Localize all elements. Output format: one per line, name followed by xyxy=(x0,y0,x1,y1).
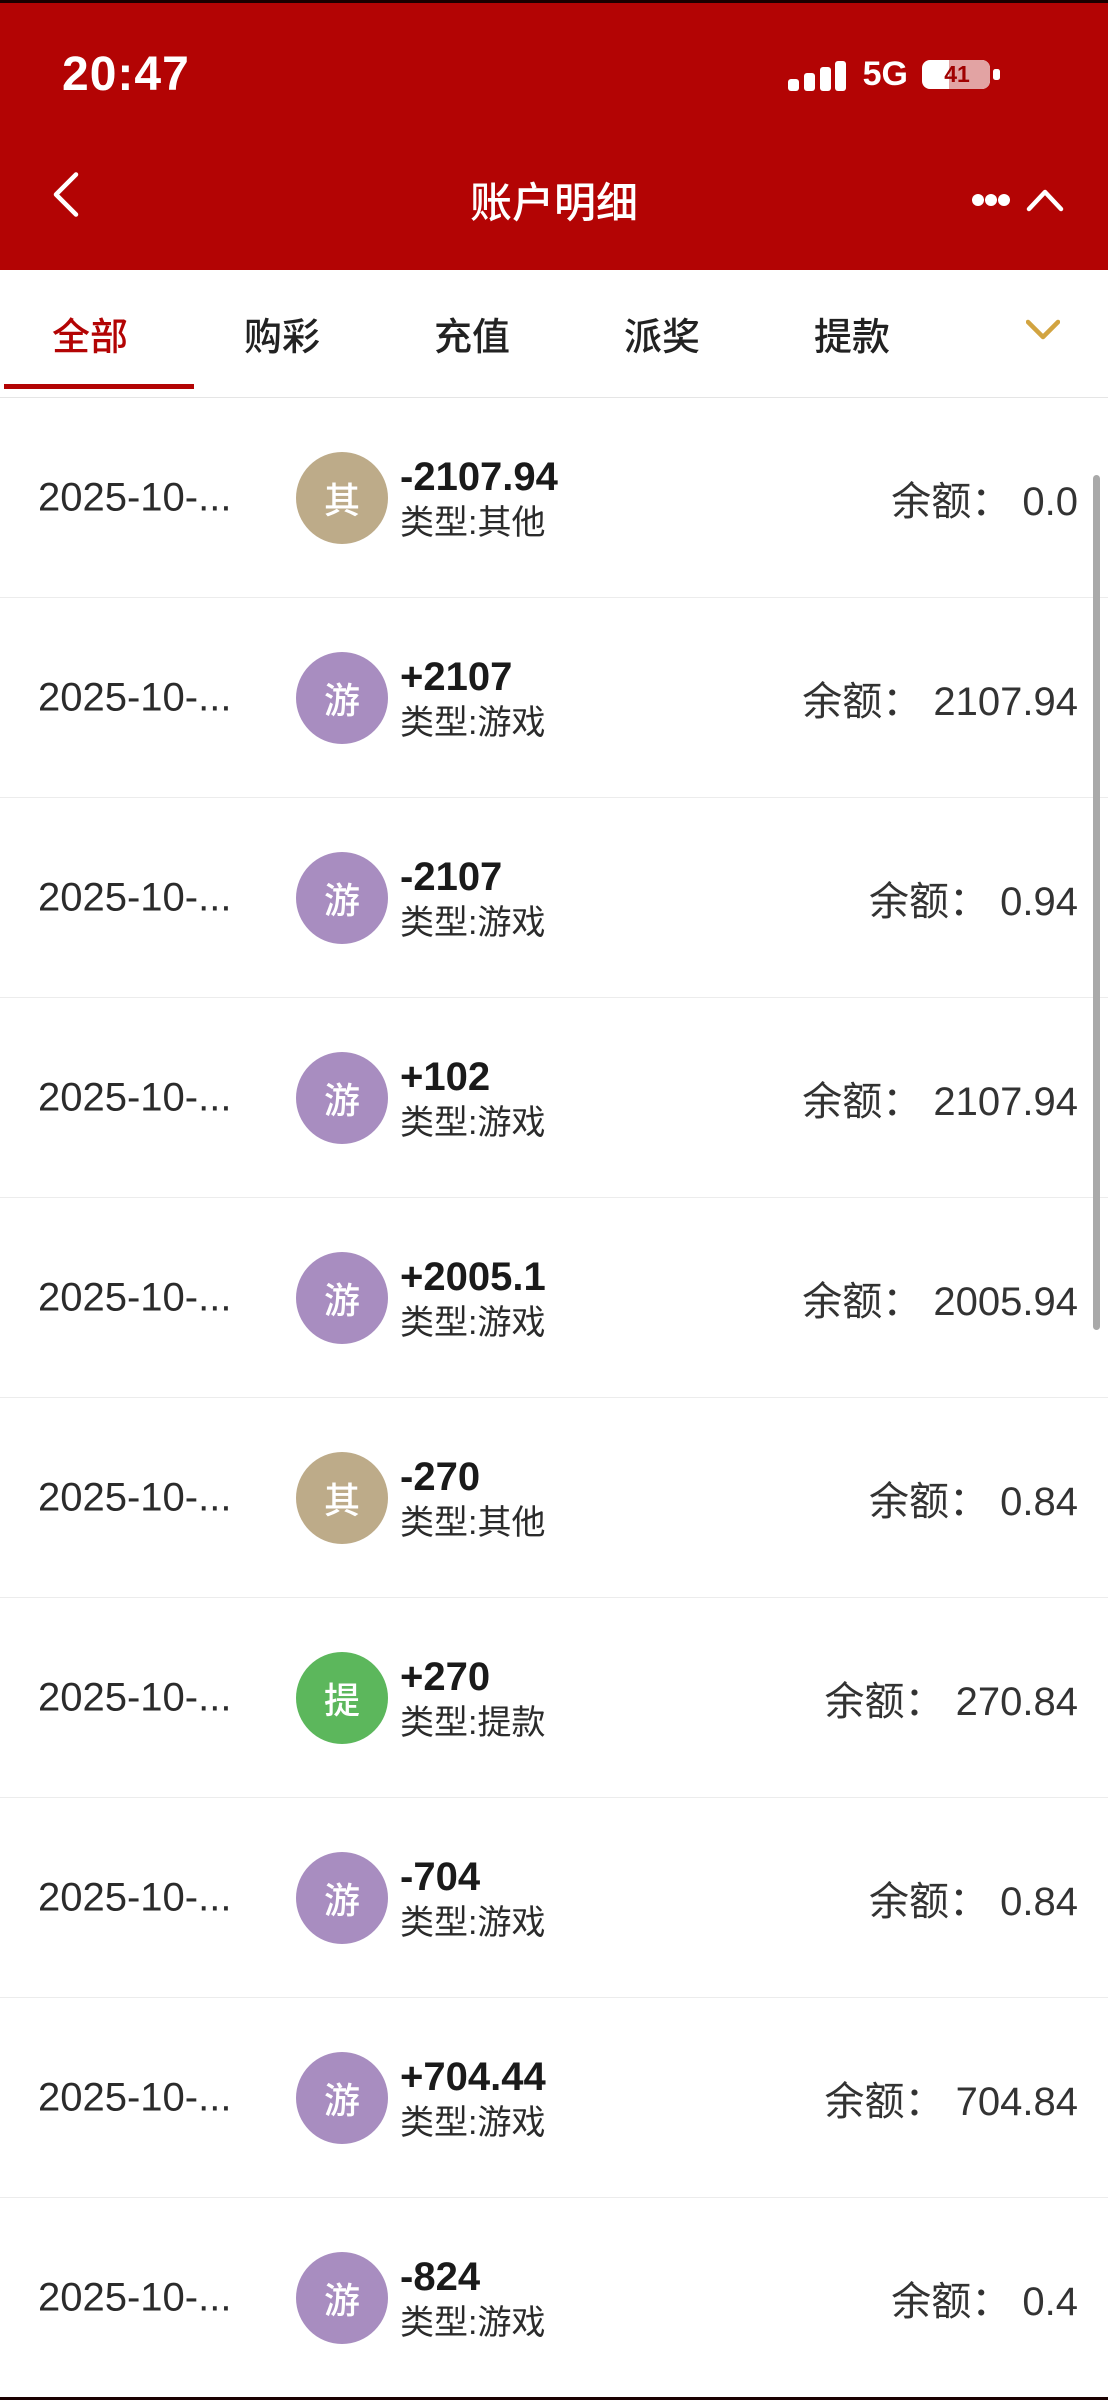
svg-text:41: 41 xyxy=(944,61,970,87)
